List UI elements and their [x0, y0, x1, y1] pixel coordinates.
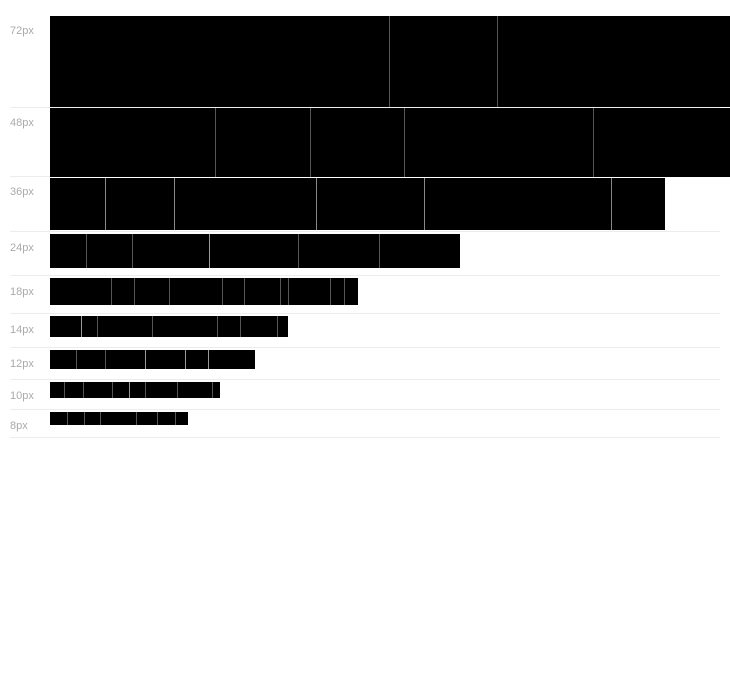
size-label: 8px — [10, 420, 28, 432]
sample-text-14 — [50, 316, 288, 337]
specimen-row-24: 24px — [10, 232, 720, 276]
specimen-row-8: 8px — [10, 410, 720, 438]
sample-text-8 — [50, 412, 188, 425]
sample-text-48 — [50, 108, 730, 177]
sample-text-72 — [50, 16, 730, 107]
specimen-row-10: 10px — [10, 380, 720, 410]
specimen-row-72: 72px — [10, 16, 730, 108]
size-label: 24px — [10, 242, 34, 254]
specimen-row-14: 14px — [10, 314, 720, 348]
specimen-row-12: 12px — [10, 348, 720, 380]
size-label: 12px — [10, 358, 34, 370]
sample-text-36 — [50, 178, 665, 230]
size-label: 10px — [10, 390, 34, 402]
sample-text-12 — [50, 350, 255, 369]
sample-text-18 — [50, 278, 358, 305]
size-label: 36px — [10, 186, 34, 198]
size-label: 14px — [10, 324, 34, 336]
size-label: 48px — [10, 117, 34, 129]
specimen-row-48: 48px — [10, 108, 730, 177]
sample-text-24 — [50, 234, 460, 268]
specimen-row-18: 18px — [10, 276, 720, 314]
size-label: 18px — [10, 286, 34, 298]
size-label: 72px — [10, 25, 34, 37]
specimen-row-36: 36px — [10, 177, 720, 232]
sample-text-10 — [50, 382, 220, 398]
